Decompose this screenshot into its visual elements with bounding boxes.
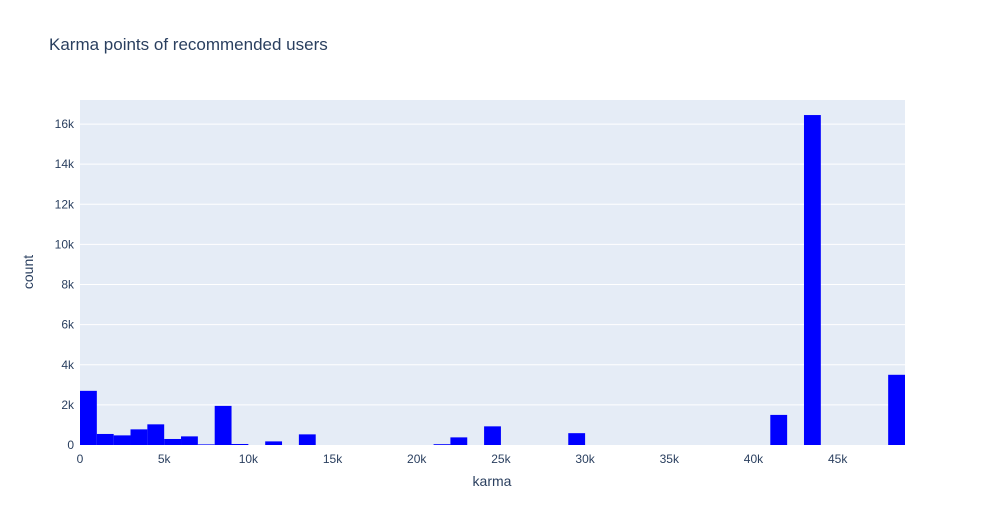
histogram-bar xyxy=(147,424,165,445)
bars xyxy=(80,115,905,445)
histogram-bar xyxy=(484,426,501,445)
y-tick-label: 16k xyxy=(55,117,75,131)
y-tick-label: 12k xyxy=(55,197,75,211)
y-tick-label: 10k xyxy=(55,237,75,251)
x-tick-label: 25k xyxy=(491,452,511,466)
x-tick-label: 5k xyxy=(158,452,172,466)
x-tick-label: 30k xyxy=(575,452,595,466)
histogram-bar xyxy=(231,443,249,445)
histogram-bar xyxy=(164,438,182,445)
y-tick-label: 4k xyxy=(61,358,75,372)
y-axis-label: count xyxy=(20,255,36,289)
y-tick-label: 14k xyxy=(55,157,75,171)
plot-area xyxy=(80,100,905,445)
histogram-bar xyxy=(803,115,821,445)
x-tick-label: 10k xyxy=(239,452,259,466)
histogram-bar xyxy=(770,414,788,445)
histogram-bar xyxy=(113,435,131,445)
histogram-bar xyxy=(265,441,283,445)
x-tick-label: 35k xyxy=(660,452,680,466)
x-tick-label: 45k xyxy=(828,452,848,466)
histogram-bar xyxy=(214,405,232,445)
histogram-bar xyxy=(96,433,114,445)
histogram-bar xyxy=(450,437,468,445)
x-axis-label: karma xyxy=(473,473,512,489)
x-axis-ticks: 0 5k 10k 15k 20k 25k 30k 35k 40k 45k xyxy=(77,452,849,466)
x-tick-label: 20k xyxy=(407,452,427,466)
x-tick-label: 40k xyxy=(744,452,764,466)
histogram-bar xyxy=(130,429,148,445)
y-tick-label: 2k xyxy=(61,398,75,412)
y-tick-label: 0 xyxy=(67,438,74,452)
histogram-bar xyxy=(888,374,905,445)
x-tick-label: 0 xyxy=(77,452,84,466)
histogram-bar xyxy=(433,444,451,445)
histogram-bar xyxy=(568,433,586,445)
y-tick-label: 6k xyxy=(61,318,75,332)
histogram-bar xyxy=(298,434,316,445)
y-tick-label: 8k xyxy=(61,278,75,292)
y-axis-ticks: 0 2k 4k 6k 8k 10k 12k 14k 16k xyxy=(55,117,75,452)
x-tick-label: 15k xyxy=(323,452,343,466)
gridlines xyxy=(80,123,905,406)
chart-title: Karma points of recommended users xyxy=(49,35,328,54)
histogram-bar xyxy=(80,390,97,445)
histogram-bar xyxy=(197,444,215,445)
histogram-bar xyxy=(181,436,198,445)
